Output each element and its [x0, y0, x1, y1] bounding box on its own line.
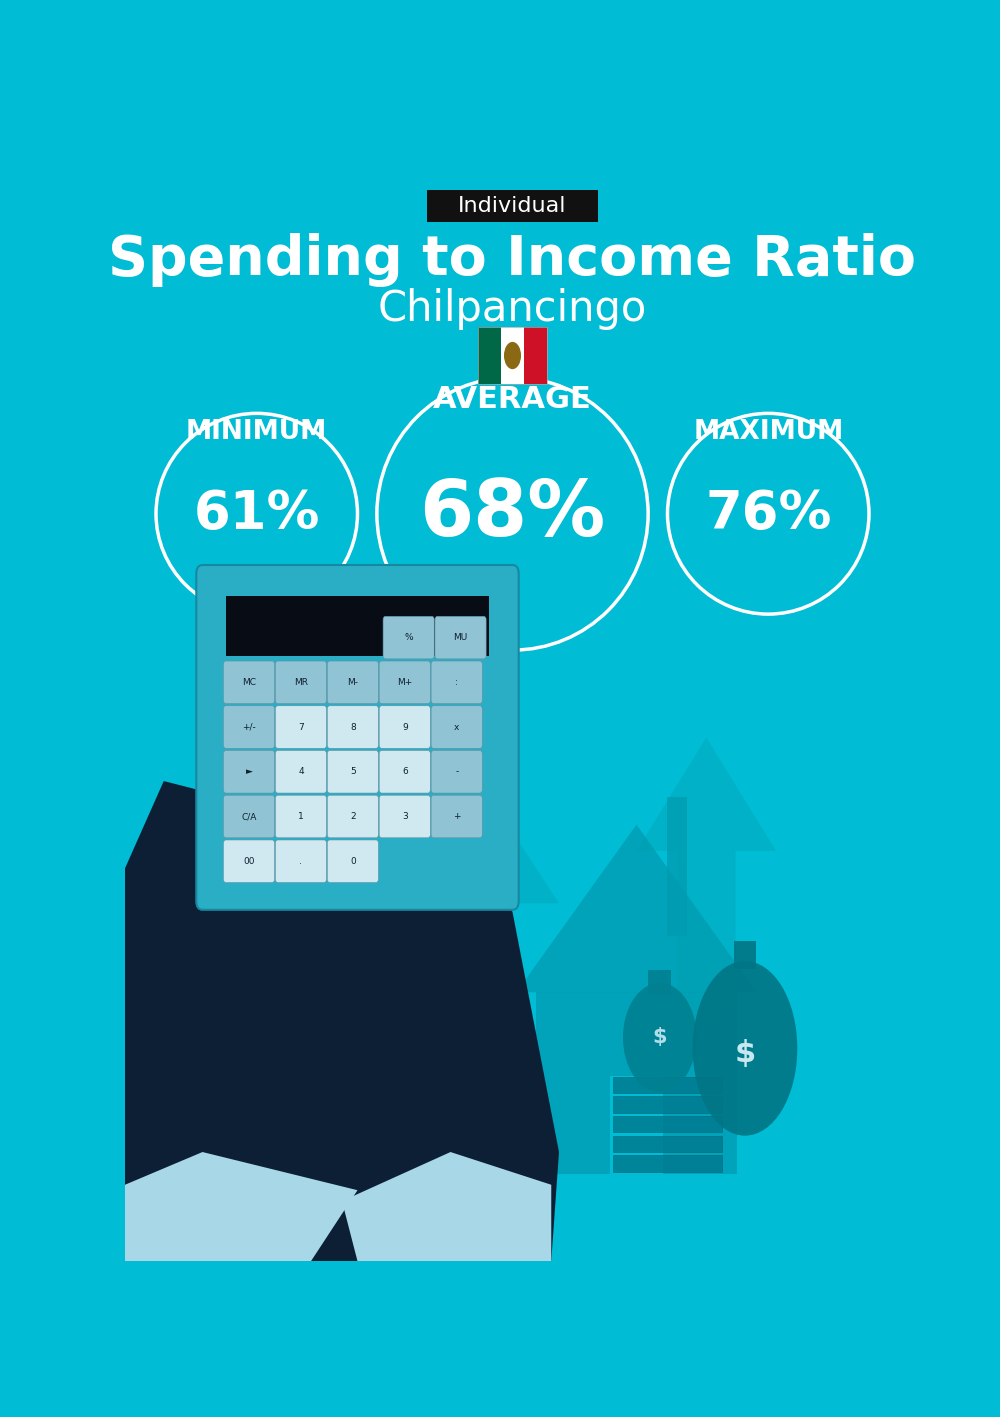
Polygon shape: [125, 781, 435, 1261]
Text: x: x: [454, 723, 459, 731]
Text: .: .: [299, 857, 302, 866]
Text: ►: ►: [246, 767, 252, 777]
FancyBboxPatch shape: [379, 660, 430, 704]
FancyBboxPatch shape: [327, 840, 378, 883]
Text: $: $: [734, 1039, 756, 1068]
Text: +: +: [453, 812, 460, 820]
FancyBboxPatch shape: [379, 751, 430, 794]
Text: MR: MR: [294, 677, 308, 687]
FancyBboxPatch shape: [275, 795, 326, 837]
FancyBboxPatch shape: [275, 706, 326, 748]
FancyBboxPatch shape: [431, 751, 482, 794]
Text: M+: M+: [397, 677, 412, 687]
Text: -: -: [455, 767, 458, 777]
FancyBboxPatch shape: [435, 616, 486, 659]
Text: 4: 4: [298, 767, 304, 777]
FancyBboxPatch shape: [648, 969, 671, 993]
Text: 2: 2: [350, 812, 356, 820]
Text: AVERAGE: AVERAGE: [433, 384, 592, 414]
FancyBboxPatch shape: [379, 795, 430, 837]
Text: %: %: [404, 633, 413, 642]
Text: MINIMUM: MINIMUM: [186, 419, 327, 445]
Text: M-: M-: [347, 677, 358, 687]
Text: 7: 7: [298, 723, 304, 731]
Text: 8: 8: [350, 723, 356, 731]
FancyBboxPatch shape: [431, 795, 482, 837]
FancyBboxPatch shape: [327, 706, 378, 748]
Text: :: :: [455, 677, 458, 687]
Text: +/-: +/-: [242, 723, 256, 731]
FancyBboxPatch shape: [667, 796, 687, 937]
FancyBboxPatch shape: [383, 616, 434, 659]
FancyBboxPatch shape: [327, 795, 378, 837]
Text: $: $: [652, 1027, 667, 1047]
Text: MC: MC: [242, 677, 256, 687]
FancyBboxPatch shape: [524, 327, 547, 384]
Polygon shape: [342, 737, 559, 1152]
Text: C/A: C/A: [241, 812, 257, 820]
FancyBboxPatch shape: [431, 660, 482, 704]
FancyBboxPatch shape: [431, 706, 482, 748]
Text: MAXIMUM: MAXIMUM: [693, 419, 843, 445]
Text: 0: 0: [350, 857, 356, 866]
Ellipse shape: [693, 961, 797, 1135]
FancyBboxPatch shape: [613, 1097, 722, 1112]
FancyBboxPatch shape: [275, 840, 326, 883]
FancyBboxPatch shape: [613, 1117, 722, 1132]
Text: 9: 9: [402, 723, 408, 731]
FancyBboxPatch shape: [226, 595, 489, 656]
FancyBboxPatch shape: [613, 1155, 722, 1172]
FancyBboxPatch shape: [223, 751, 275, 794]
Text: 5: 5: [350, 767, 356, 777]
FancyBboxPatch shape: [501, 327, 524, 384]
Polygon shape: [342, 1152, 551, 1261]
FancyBboxPatch shape: [223, 706, 275, 748]
FancyBboxPatch shape: [613, 1077, 722, 1093]
Text: 00: 00: [243, 857, 255, 866]
Text: 61%: 61%: [194, 487, 320, 540]
FancyBboxPatch shape: [327, 751, 378, 794]
FancyBboxPatch shape: [734, 941, 756, 969]
FancyBboxPatch shape: [196, 565, 519, 910]
FancyBboxPatch shape: [427, 190, 598, 222]
FancyBboxPatch shape: [275, 751, 326, 794]
Text: 1: 1: [298, 812, 304, 820]
FancyBboxPatch shape: [478, 327, 501, 384]
FancyBboxPatch shape: [379, 706, 430, 748]
FancyBboxPatch shape: [223, 840, 275, 883]
Polygon shape: [516, 825, 757, 992]
Text: 6: 6: [402, 767, 408, 777]
Ellipse shape: [623, 983, 697, 1093]
Text: Chilpancingo: Chilpancingo: [378, 288, 647, 330]
FancyBboxPatch shape: [223, 795, 275, 837]
Polygon shape: [202, 760, 559, 1261]
Polygon shape: [637, 737, 776, 1022]
Text: 68%: 68%: [419, 476, 606, 551]
FancyBboxPatch shape: [275, 660, 326, 704]
FancyBboxPatch shape: [610, 1076, 663, 1173]
Text: MU: MU: [453, 633, 468, 642]
Ellipse shape: [504, 341, 521, 370]
FancyBboxPatch shape: [223, 660, 275, 704]
FancyBboxPatch shape: [327, 660, 378, 704]
FancyBboxPatch shape: [613, 1135, 722, 1152]
Text: Individual: Individual: [458, 196, 567, 215]
Text: Spending to Income Ratio: Spending to Income Ratio: [108, 232, 916, 286]
Text: 76%: 76%: [705, 487, 831, 540]
Text: 3: 3: [402, 812, 408, 820]
Polygon shape: [125, 1152, 358, 1261]
Polygon shape: [536, 992, 737, 1173]
